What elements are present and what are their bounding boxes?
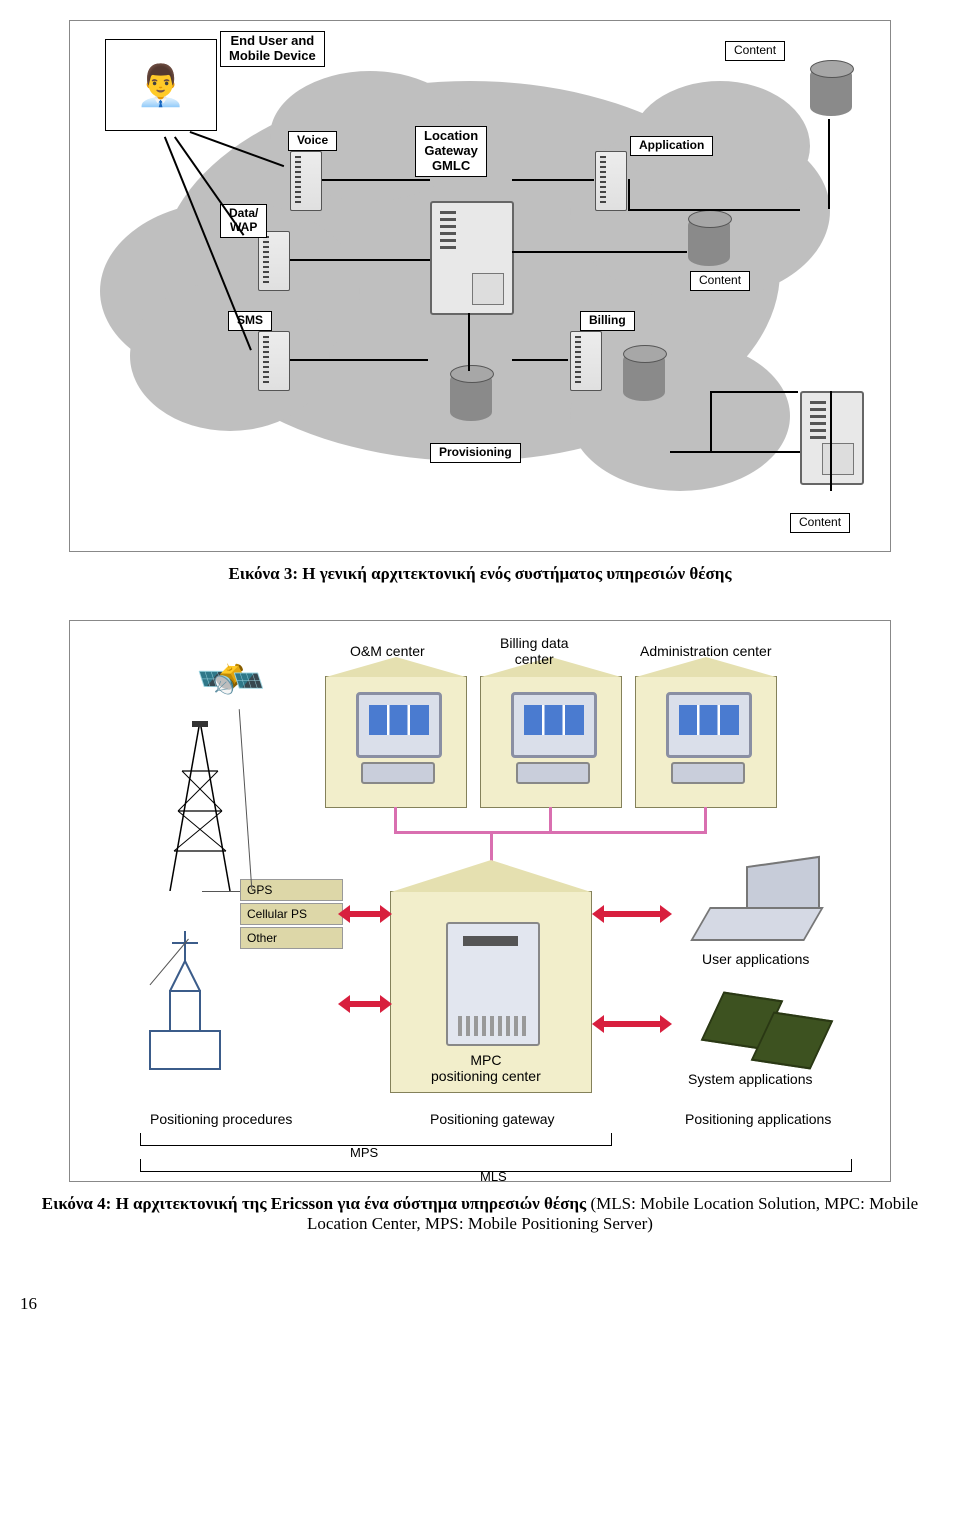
connector-line xyxy=(239,709,253,889)
positioning-procedures-label: Positioning procedures xyxy=(150,1111,292,1127)
connector-line xyxy=(468,313,470,371)
positioning-gateway-label: Positioning gateway xyxy=(430,1111,555,1127)
laptop-icon xyxy=(700,861,820,941)
user-apps-label: User applications xyxy=(702,951,809,967)
wire xyxy=(704,807,707,831)
gmlc-label: Location Gateway GMLC xyxy=(415,126,487,177)
other-source-icon xyxy=(140,931,230,1071)
mps-label: MPS xyxy=(350,1145,378,1160)
content-db-mid-icon xyxy=(688,216,730,266)
billing-data-box xyxy=(480,676,622,808)
sms-server-icon xyxy=(258,331,290,391)
cellular-label: Cellular PS xyxy=(247,907,307,921)
connector-line xyxy=(670,451,800,453)
wire xyxy=(549,807,552,831)
connector-line xyxy=(512,251,687,253)
connector-line xyxy=(628,209,800,211)
other-source-box: Other xyxy=(240,927,343,949)
content-top-label: Content xyxy=(725,41,785,61)
connector-line xyxy=(322,179,430,181)
figure-1-caption: Εικόνα 3: Η γενική αρχιτεκτονική ενός συ… xyxy=(40,564,920,584)
figure-1-diagram: 👨‍💼 End User and Mobile Device Voice Dat… xyxy=(69,20,891,552)
system-apps-label: System applications xyxy=(688,1071,813,1087)
positioning-apps-label: Positioning applications xyxy=(685,1111,831,1127)
data-wap-server-icon xyxy=(258,231,290,291)
connector-line xyxy=(512,359,568,361)
connector-line xyxy=(710,391,798,393)
connector-line xyxy=(290,359,428,361)
voice-label: Voice xyxy=(288,131,337,151)
connector-line xyxy=(710,391,712,451)
application-server-icon xyxy=(595,151,627,211)
admin-center-label: Administration center xyxy=(640,643,772,659)
sms-label: SMS xyxy=(228,311,272,331)
gps-source-box: GPS xyxy=(240,879,343,901)
wire xyxy=(394,807,397,831)
connector-line xyxy=(628,179,630,209)
figure-2-diagram: 🛰️ O&M center Billing data center Admini… xyxy=(69,620,891,1182)
application-label: Application xyxy=(630,136,713,156)
cellular-source-box: Cellular PS xyxy=(240,903,343,925)
arrow-left-bot xyxy=(348,1001,382,1007)
arrow-right-top xyxy=(602,911,662,917)
other-label: Other xyxy=(247,931,277,945)
voice-server-icon xyxy=(290,151,322,211)
billing-data-label: Billing data center xyxy=(500,635,569,667)
arrow-left-top xyxy=(348,911,382,917)
admin-center-box xyxy=(635,676,777,808)
content-db-top-icon xyxy=(810,66,852,116)
om-center-label: O&M center xyxy=(350,643,425,659)
connector-line xyxy=(290,259,430,261)
billing-label: Billing xyxy=(580,311,635,331)
provisioning-db-icon xyxy=(450,371,492,421)
billing-db-icon xyxy=(623,351,665,401)
provisioning-label: Provisioning xyxy=(430,443,521,463)
mpc-label: MPC positioning center xyxy=(431,1052,541,1084)
cloud-blob xyxy=(570,341,790,491)
cell-tower-icon xyxy=(160,721,240,891)
mpc-server-icon xyxy=(446,922,540,1046)
figure-2-caption: Εικόνα 4: Η αρχιτεκτονική της Ericsson γ… xyxy=(40,1194,920,1234)
arrow-right-bot xyxy=(602,1021,662,1027)
content-mid-label: Content xyxy=(690,271,750,291)
mpc-box: MPC positioning center xyxy=(390,891,592,1093)
billing-server-icon xyxy=(570,331,602,391)
content-bot-label: Content xyxy=(790,513,850,533)
figure-2-caption-bold: Εικόνα 4: Η αρχιτεκτονική της Ericsson γ… xyxy=(42,1194,586,1213)
om-center-box xyxy=(325,676,467,808)
connector-line xyxy=(830,391,832,491)
cloud-blob xyxy=(130,281,330,431)
satellite-icon: 🛰️ xyxy=(192,642,271,719)
connector-line xyxy=(828,119,830,209)
wire xyxy=(394,831,707,834)
connector-line xyxy=(512,179,594,181)
end-user-icon: 👨‍💼 xyxy=(105,39,217,131)
content-server-bot-icon xyxy=(800,391,864,485)
end-user-label: End User and Mobile Device xyxy=(220,31,325,67)
gmlc-server-icon xyxy=(430,201,514,315)
mls-label: MLS xyxy=(480,1169,507,1184)
page-number: 16 xyxy=(20,1294,940,1314)
connector-line xyxy=(202,891,240,892)
figure-1-caption-text: Εικόνα 3: Η γενική αρχιτεκτονική ενός συ… xyxy=(228,564,731,583)
